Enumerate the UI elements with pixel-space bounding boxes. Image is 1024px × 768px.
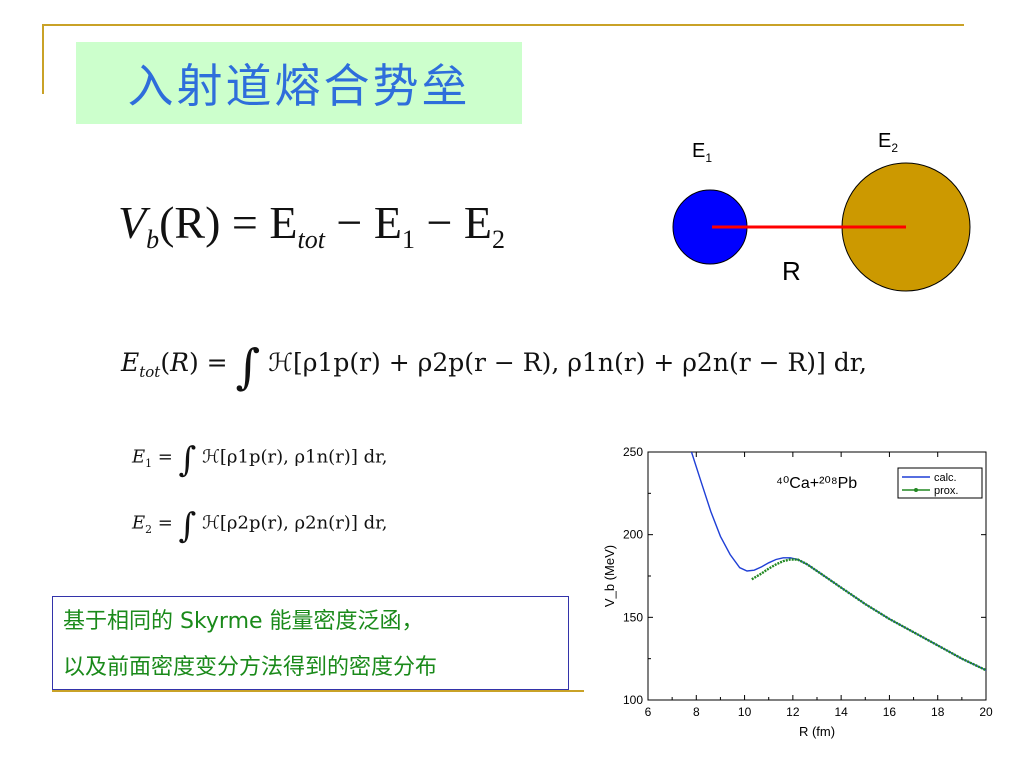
y-axis-label: V_b (MeV) bbox=[602, 545, 617, 607]
integral-sign: ∫ bbox=[178, 440, 197, 480]
integral-sign: ∫ bbox=[178, 506, 197, 546]
e2-subscript: 2 bbox=[492, 225, 506, 254]
x-tick-label: 20 bbox=[979, 705, 993, 719]
y-tick-label: 150 bbox=[623, 610, 643, 624]
x-tick-label: 14 bbox=[834, 705, 848, 719]
x-tick-label: 18 bbox=[931, 705, 945, 719]
top-rule bbox=[42, 24, 964, 26]
etot-integrand: ℋ[ρ1p(r) + ρ2p(r − R), ρ1n(r) + ρ2n(r − … bbox=[268, 348, 867, 378]
integral-sign: ∫ bbox=[235, 340, 261, 395]
minus-e1: − E bbox=[324, 197, 402, 248]
note-line-2: 以及前面密度变分方法得到的密度分布 bbox=[63, 655, 438, 680]
r-label: R bbox=[782, 256, 801, 286]
legend-label: calc. bbox=[934, 472, 957, 484]
x-tick-label: 12 bbox=[786, 705, 800, 719]
vb-rhs-start: (R) = E bbox=[159, 197, 298, 248]
etot-equation: Etot(R) = ∫ ℋ[ρ1p(r) + ρ2p(r − R), ρ1n(r… bbox=[121, 340, 867, 395]
x-tick-label: 8 bbox=[693, 705, 700, 719]
x-tick-label: 6 bbox=[645, 705, 652, 719]
nuclei-svg bbox=[672, 162, 971, 292]
e1-equation: E1 = ∫ ℋ[ρ1p(r), ρ1n(r)] dr, bbox=[132, 440, 388, 480]
title-box: 入射道熔合势垒 bbox=[76, 42, 522, 124]
note-line-1: 基于相同的 Skyrme 能量密度泛函， bbox=[63, 609, 424, 634]
chart-svg: 6 8 10 12 14 16 18 20 100 150 200 250 R (fm) V_b (MeV… bbox=[602, 445, 993, 739]
y-tick-label: 200 bbox=[623, 528, 643, 542]
vb-symbol: V bbox=[118, 197, 147, 248]
barrier-chart: 6 8 10 12 14 16 18 20 100 150 200 250 R (fm) V_b (MeV… bbox=[592, 440, 1002, 760]
series-line-prox bbox=[751, 558, 986, 672]
nuclei-diagram: E1 E2 R bbox=[660, 130, 980, 300]
plot-frame bbox=[647, 451, 987, 701]
note-box: 基于相同的 Skyrme 能量密度泛函， 以及前面密度变分方法得到的密度分布 bbox=[52, 596, 569, 690]
e2-equation: E2 = ∫ ℋ[ρ2p(r), ρ2n(r)] dr, bbox=[132, 506, 388, 546]
e2-integrand: ℋ[ρ2p(r), ρ2n(r)] dr, bbox=[202, 512, 388, 534]
y-tick-label: 250 bbox=[623, 445, 643, 459]
e1-label: E1 bbox=[692, 140, 713, 165]
legend-marker bbox=[914, 488, 918, 492]
e1-integrand: ℋ[ρ1p(r), ρ1n(r)] dr, bbox=[202, 446, 388, 468]
vb-subscript: b bbox=[146, 225, 160, 254]
legend-label: prox. bbox=[934, 485, 958, 497]
minus-e2: − E bbox=[414, 197, 493, 248]
slide-title: 入射道熔合势垒 bbox=[127, 59, 471, 113]
e2-label: E2 bbox=[878, 130, 899, 155]
left-rule bbox=[42, 24, 44, 94]
barrier-equation: Vb(R) = Etot − E1 − E2 bbox=[118, 196, 505, 255]
y-tick-label: 100 bbox=[623, 693, 643, 707]
tot-subscript: tot bbox=[297, 225, 325, 254]
x-axis-label: R (fm) bbox=[799, 724, 835, 739]
legend-box bbox=[897, 467, 983, 499]
chart-title: ⁴⁰Ca+²⁰⁸Pb bbox=[776, 475, 857, 492]
note-underline bbox=[52, 690, 584, 692]
e1-subscript: 1 bbox=[401, 225, 415, 254]
x-tick-label: 10 bbox=[738, 705, 752, 719]
x-tick-label: 16 bbox=[883, 705, 897, 719]
